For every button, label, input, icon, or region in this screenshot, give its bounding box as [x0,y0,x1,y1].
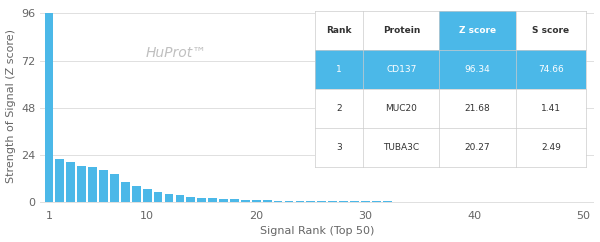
Bar [515,89,586,128]
Bar [132,186,140,202]
Bar [515,11,586,50]
Text: 1.41: 1.41 [541,104,561,113]
Bar [88,167,97,202]
Text: TUBA3C: TUBA3C [383,143,419,152]
Bar [187,197,195,202]
Bar [208,198,217,202]
Bar [263,200,272,202]
Bar [439,128,515,167]
Text: S score: S score [532,26,569,35]
Text: 96.34: 96.34 [464,65,490,74]
Bar [515,50,586,89]
Bar [67,162,75,202]
Bar [55,159,64,202]
Text: 20.27: 20.27 [464,143,490,152]
Bar [241,200,250,202]
X-axis label: Signal Rank (Top 50): Signal Rank (Top 50) [260,227,374,236]
Bar [219,199,228,202]
Bar [361,201,370,202]
Text: Z score: Z score [459,26,496,35]
Bar [350,201,359,202]
Bar [364,11,439,50]
Bar [439,89,515,128]
Text: 74.66: 74.66 [538,65,564,74]
Bar [44,13,53,202]
Bar [317,201,326,202]
Bar [314,11,364,50]
Bar [121,182,130,202]
Bar [296,201,304,202]
Bar [110,174,119,202]
Bar [364,50,439,89]
Bar [372,201,380,202]
Y-axis label: Strength of Signal (Z score): Strength of Signal (Z score) [5,29,16,183]
Bar [284,201,293,202]
Text: MUC20: MUC20 [386,104,418,113]
Bar [252,200,260,202]
Bar [307,201,315,202]
Bar [176,195,184,202]
Bar [197,197,206,202]
Text: 2: 2 [336,104,342,113]
Bar [515,128,586,167]
Bar [164,194,173,202]
Bar [364,128,439,167]
Text: HuProt™: HuProt™ [146,46,206,60]
Bar [328,201,337,202]
Text: 1: 1 [336,65,342,74]
Bar [154,192,163,202]
Text: Rank: Rank [326,26,352,35]
Bar [314,128,364,167]
Text: 2.49: 2.49 [541,143,561,152]
Bar [439,50,515,89]
Bar [339,201,348,202]
Bar [314,50,364,89]
Text: 3: 3 [336,143,342,152]
Bar [77,166,86,202]
Bar [314,89,364,128]
Text: 21.68: 21.68 [464,104,490,113]
Bar [230,199,239,202]
Bar [99,170,108,202]
Text: CD137: CD137 [386,65,416,74]
Bar [439,11,515,50]
Text: Protein: Protein [383,26,420,35]
Bar [274,201,283,202]
Bar [143,189,152,202]
Bar [364,89,439,128]
